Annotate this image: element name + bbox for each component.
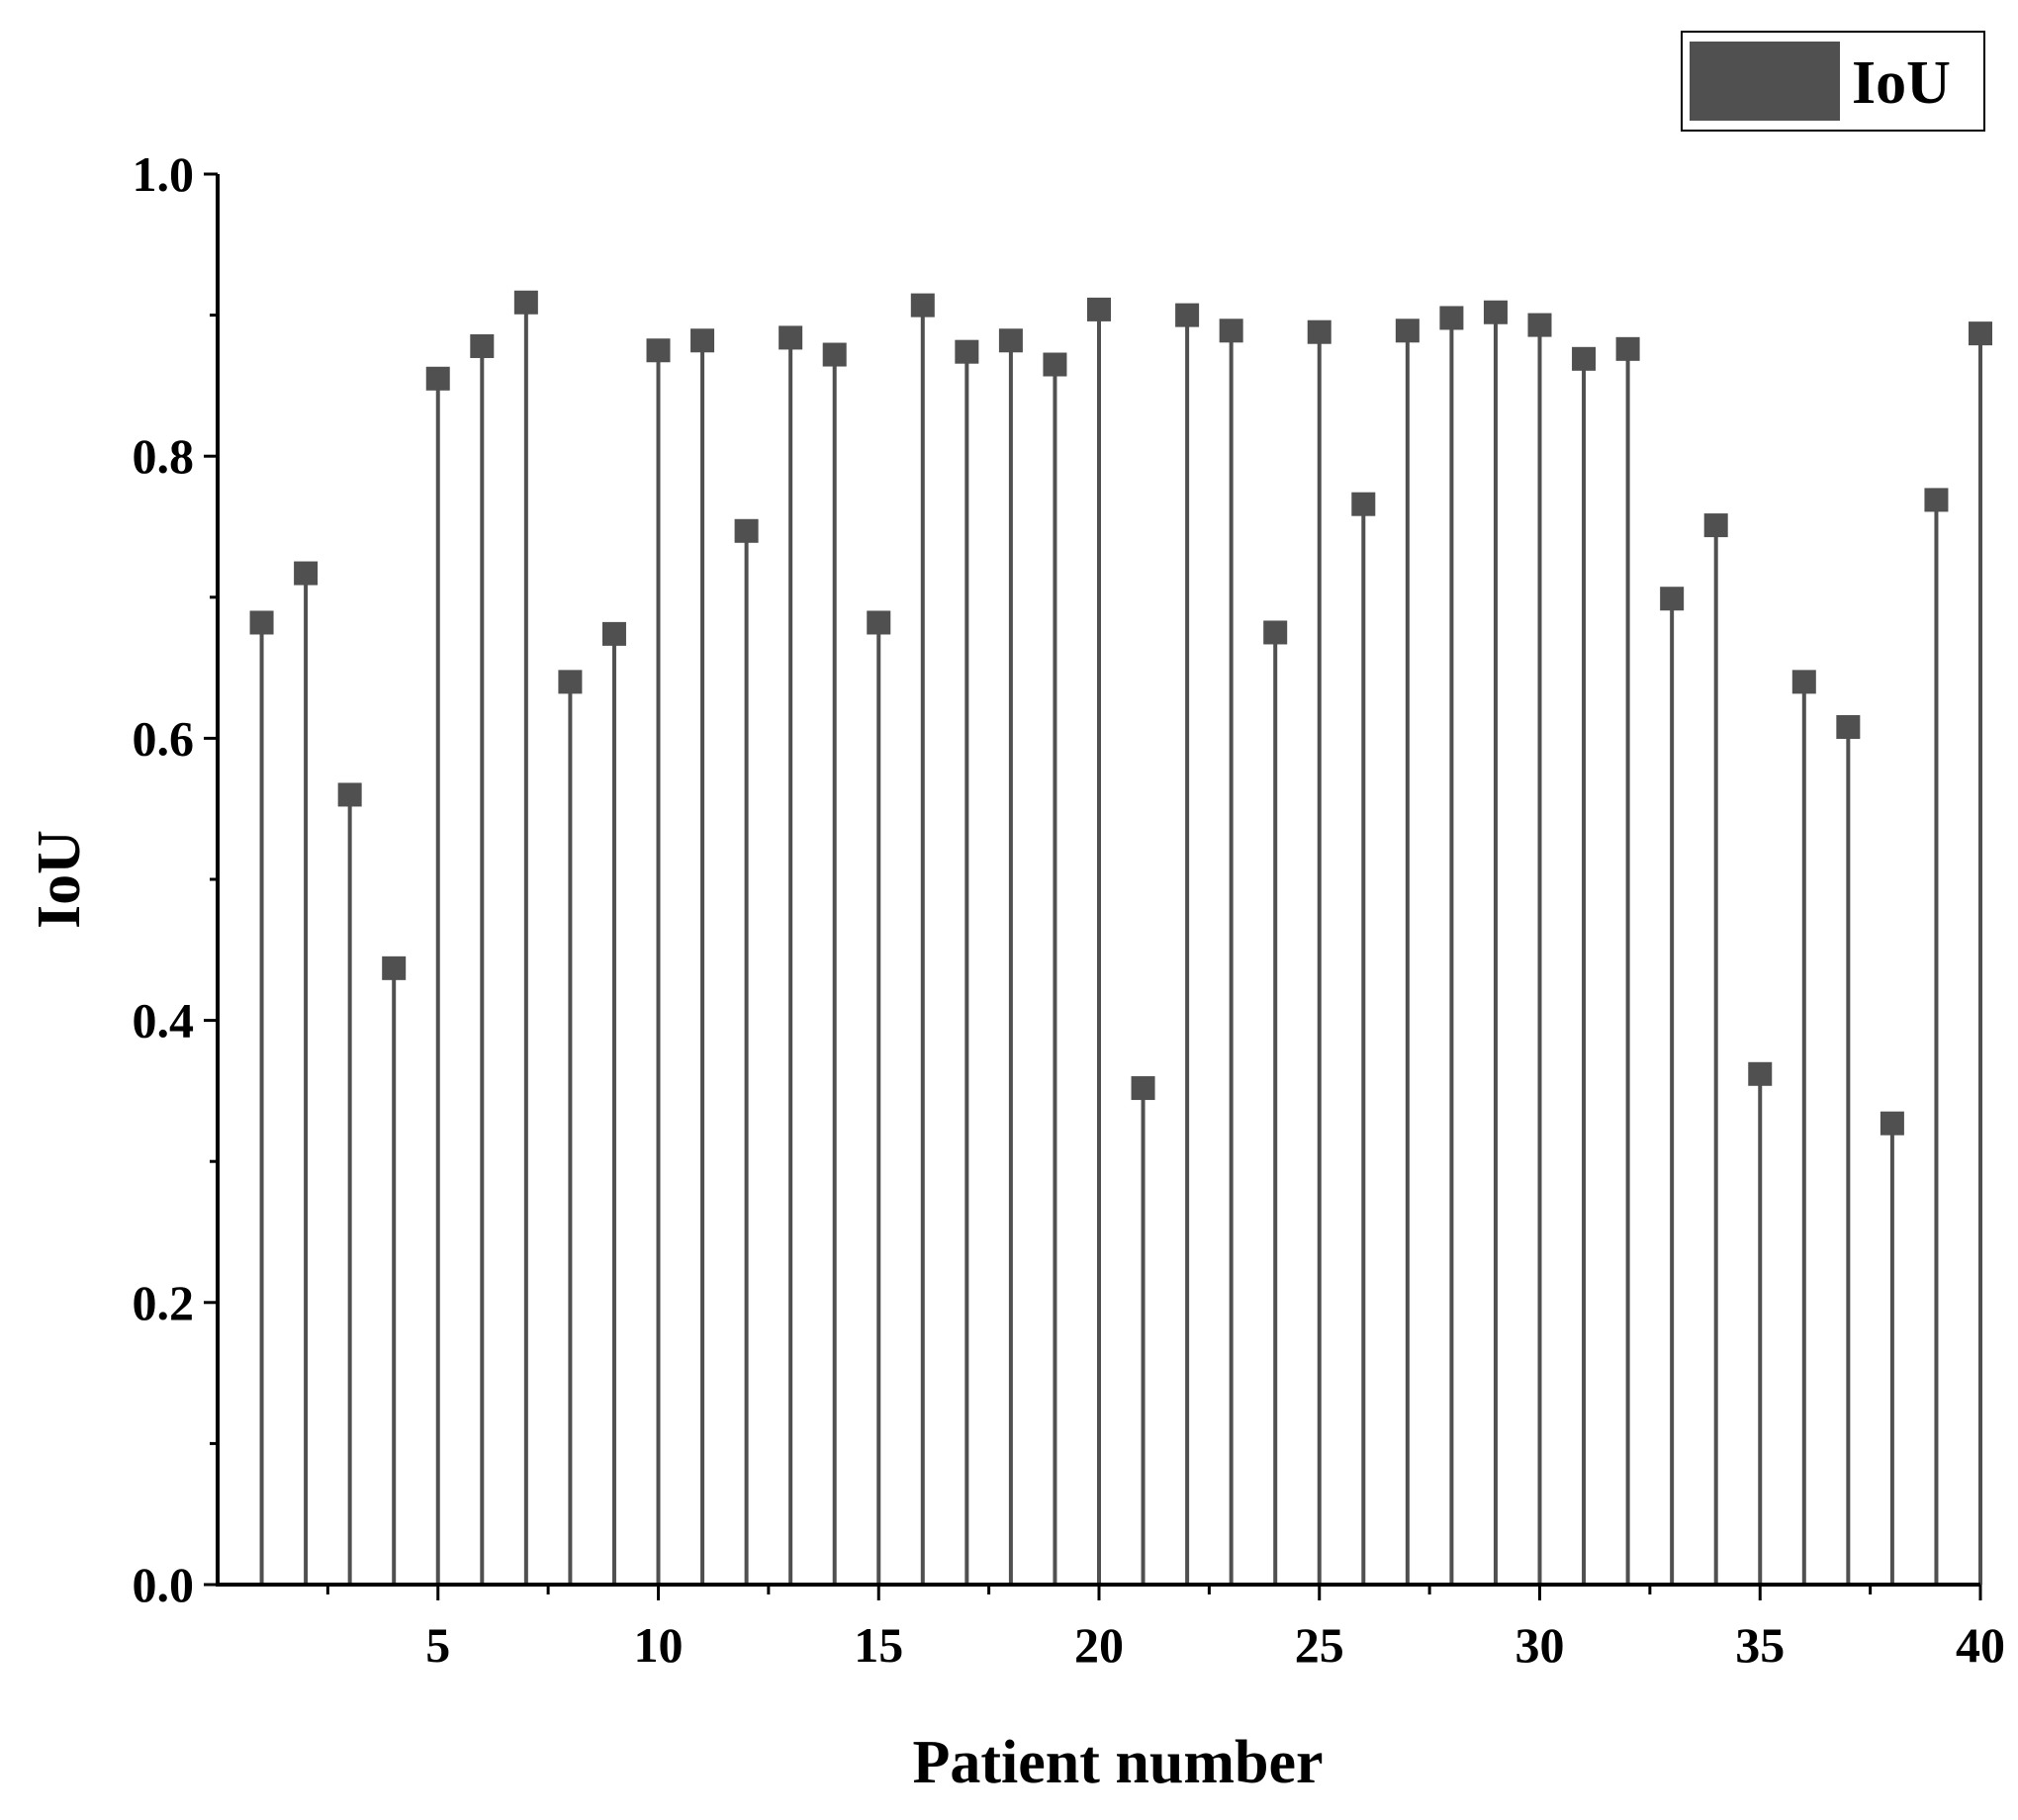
data-point-marker [294,561,319,586]
y-ticks-group: 0.0 0.2 0.4 0.6 0.8 1.0 [133,146,218,1612]
data-point-marker [998,328,1023,353]
legend-swatch [1690,42,1840,121]
data-point-marker [1087,297,1111,321]
legend-label: IoU [1852,49,1951,117]
data-point-marker [1395,318,1420,343]
data-point-marker [1175,303,1200,327]
legend: IoU [1681,31,1985,132]
x-tick-label: 20 [1074,1617,1124,1673]
y-axis-title: IoU [26,830,93,929]
data-point-marker [1439,306,1464,330]
data-point-marker [382,956,407,980]
data-point-marker [1748,1061,1773,1086]
y-tick-label: 0.0 [133,1557,195,1612]
data-point-marker [646,338,671,363]
data-point-marker [1836,714,1861,739]
data-point-marker [601,621,626,646]
x-tick-label: 40 [1956,1617,2005,1673]
data-point-marker [337,782,362,807]
data-point-marker [867,610,891,635]
data-point-marker [1307,319,1331,344]
y-tick-label: 0.4 [133,993,195,1048]
data-point-marker [470,333,495,358]
data-point-marker [1615,336,1640,361]
data-point-marker [1880,1111,1904,1136]
data-point-marker [1791,670,1816,694]
data-point-marker [1527,313,1552,337]
x-tick-label: 5 [425,1617,450,1673]
x-tick-label: 25 [1295,1617,1344,1673]
data-point-marker [1131,1076,1155,1101]
x-tick-label: 30 [1515,1617,1565,1673]
x-tick-label: 10 [634,1617,684,1673]
data-point-marker [1969,321,1992,346]
data-point-marker [1660,587,1685,611]
data-point-marker [1572,346,1597,371]
stems-group [259,302,1982,1585]
y-tick-label: 0.2 [133,1275,195,1330]
data-point-marker [1263,620,1288,645]
x-axis-title: Patient number [912,1729,1323,1796]
data-point-marker [955,339,979,364]
data-point-marker [734,518,759,543]
x-tick-label: 15 [854,1617,903,1673]
data-point-marker [690,328,715,353]
data-point-marker [910,293,935,318]
data-point-marker [558,670,583,694]
data-point-marker [1924,488,1949,512]
data-point-marker [822,342,847,367]
x-tick-label: 35 [1735,1617,1785,1673]
data-point-marker [1043,352,1067,377]
y-tick-label: 1.0 [133,146,195,202]
x-ticks-group: 5 10 15 20 25 30 35 40 [325,1585,2005,1673]
y-tick-label: 0.8 [133,428,195,484]
markers-group [249,290,1992,1136]
data-point-marker [1703,513,1728,538]
y-tick-label: 0.6 [133,710,195,766]
data-point-marker [1219,318,1243,343]
data-point-marker [513,290,538,315]
data-point-marker [779,325,803,350]
data-point-marker [425,366,450,391]
data-point-marker [1483,300,1508,324]
data-point-marker [249,610,274,635]
data-point-marker [1351,492,1376,516]
